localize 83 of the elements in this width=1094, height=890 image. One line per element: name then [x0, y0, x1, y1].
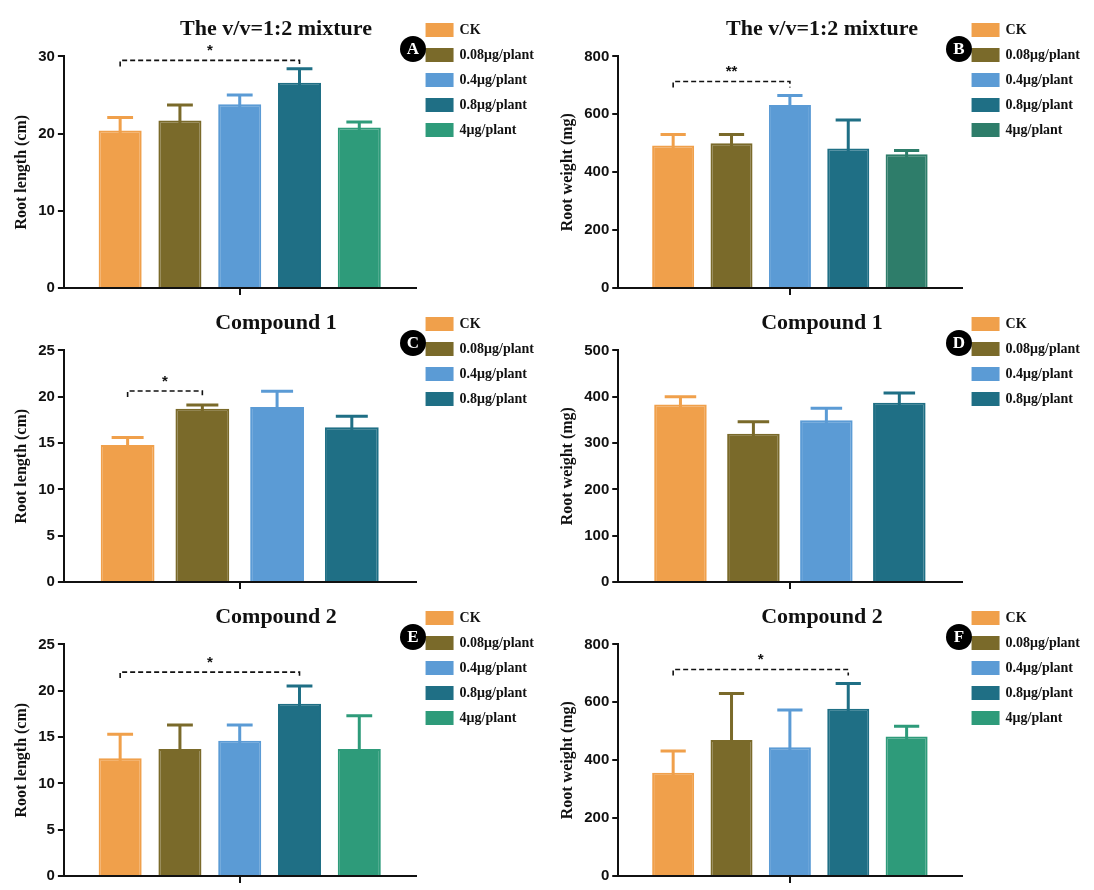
chart-title: Compound 1 [215, 308, 337, 334]
legend-label: 4μg/plant [1005, 121, 1063, 137]
legend-label: 0.8μg/plant [1005, 96, 1074, 112]
legend-label: 0.4μg/plant [459, 71, 528, 87]
annotation: * [206, 41, 213, 59]
legend-label: 0.8μg/plant [1005, 684, 1074, 700]
y-tick-label: 400 [584, 386, 610, 404]
y-tick-label: 20 [38, 123, 55, 141]
y-tick-label: 10 [38, 773, 55, 791]
circle-badge: B [946, 36, 972, 62]
legend-label: 4μg/plant [1005, 709, 1063, 725]
y-axis-title: Root length (cm) [11, 408, 30, 524]
y-tick-label: 10 [38, 479, 55, 497]
legend-label: CK [1005, 21, 1027, 37]
legend-label: 0.08μg/plant [459, 46, 535, 62]
y-tick-label: 25 [38, 340, 55, 358]
chart-title: Compound 2 [215, 602, 337, 628]
y-tick-label: 5 [46, 819, 55, 837]
y-tick-label: 20 [38, 386, 55, 404]
annotation: * [162, 371, 169, 389]
annotation: ** [725, 62, 738, 80]
y-tick-label: 200 [584, 479, 610, 497]
circle-badge: D [946, 330, 972, 356]
y-axis-title: Root weight (mg) [557, 113, 576, 232]
y-tick-label: 100 [584, 525, 610, 543]
y-axis-title: Root length (cm) [11, 114, 30, 230]
y-tick-label: 0 [600, 572, 610, 590]
y-tick-label: 0 [46, 572, 55, 590]
chart-title: The v/v=1:2 mixture [726, 14, 919, 40]
y-tick-label: 25 [38, 634, 55, 652]
legend-label: CK [1005, 315, 1027, 331]
y-tick-label: 400 [584, 750, 610, 768]
annotation: * [757, 650, 764, 668]
y-tick-label: 20 [38, 680, 55, 698]
y-tick-label: 0 [46, 866, 55, 884]
y-tick-label: 10 [38, 200, 55, 218]
legend-label: 0.08μg/plant [1005, 340, 1081, 356]
legend-label: 4μg/plant [459, 121, 517, 137]
y-axis-title: Root length (cm) [11, 702, 30, 818]
y-tick-label: 30 [38, 46, 55, 64]
y-tick-label: 400 [584, 162, 610, 180]
y-tick-label: 600 [584, 692, 610, 710]
legend-label: 0.08μg/plant [1005, 46, 1081, 62]
legend-label: CK [459, 21, 481, 37]
chart-title: Compound 2 [761, 602, 883, 628]
circle-badge: C [400, 330, 426, 356]
legend-label: 0.8μg/plant [1005, 390, 1074, 406]
chart-title: Compound 1 [761, 308, 883, 334]
legend-label: 4μg/plant [459, 709, 517, 725]
y-axis-title: Root weight (mg) [557, 407, 576, 526]
legend-label: CK [1005, 609, 1027, 625]
legend-label: CK [459, 609, 481, 625]
legend-label: CK [459, 315, 481, 331]
y-tick-label: 15 [38, 727, 55, 745]
y-tick-label: 200 [584, 808, 610, 826]
y-tick-label: 0 [600, 278, 610, 296]
legend-label: 0.4μg/plant [1005, 659, 1074, 675]
y-tick-label: 600 [584, 104, 610, 122]
circle-badge: A [400, 36, 426, 62]
y-tick-label: 800 [584, 634, 610, 652]
legend-label: 0.4μg/plant [1005, 71, 1074, 87]
legend-label: 0.8μg/plant [459, 96, 528, 112]
legend-label: 0.4μg/plant [459, 659, 528, 675]
y-tick-label: 200 [584, 220, 610, 238]
legend-label: 0.08μg/plant [459, 340, 535, 356]
chart-title: The v/v=1:2 mixture [180, 14, 373, 40]
legend-label: 0.08μg/plant [459, 634, 535, 650]
y-tick-label: 300 [584, 433, 610, 451]
y-tick-label: 0 [600, 866, 610, 884]
y-tick-label: 15 [38, 433, 55, 451]
y-tick-label: 800 [584, 46, 610, 64]
legend-label: 0.8μg/plant [459, 390, 528, 406]
y-tick-label: 0 [46, 278, 55, 296]
circle-badge: F [946, 624, 972, 650]
legend-label: 0.8μg/plant [459, 684, 528, 700]
y-axis-title: Root weight (mg) [557, 701, 576, 820]
y-tick-label: 5 [46, 525, 55, 543]
annotation: * [206, 652, 213, 670]
legend-label: 0.4μg/plant [1005, 365, 1074, 381]
legend-label: 0.4μg/plant [459, 365, 528, 381]
y-tick-label: 500 [584, 340, 610, 358]
circle-badge: E [400, 624, 426, 650]
legend-label: 0.08μg/plant [1005, 634, 1081, 650]
